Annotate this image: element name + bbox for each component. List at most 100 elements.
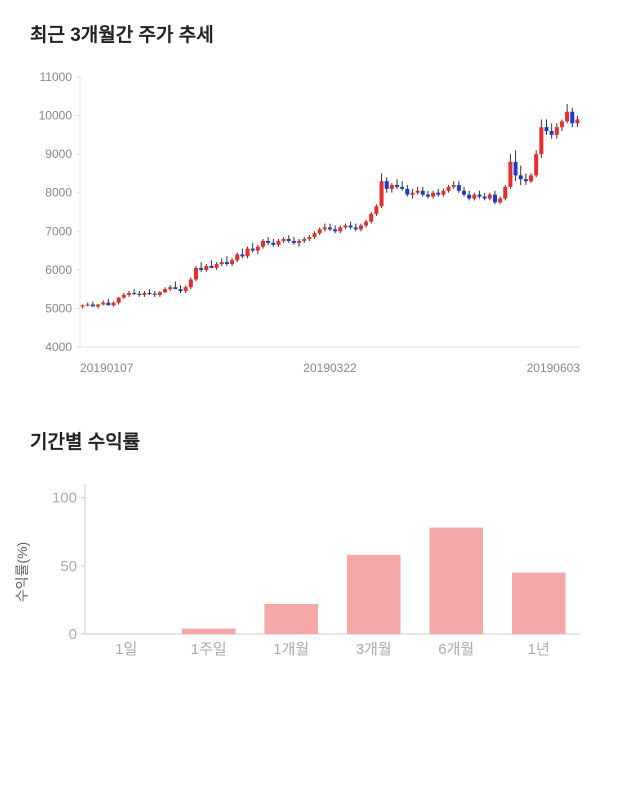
candle-body [560,121,564,127]
candle-body [462,191,466,195]
candle-body [112,303,116,306]
bar-xtick-label: 3개월 [356,641,392,658]
candle-body [436,193,440,195]
candle-body [323,227,327,229]
candle-body [524,179,528,181]
candle-body [179,289,183,291]
ytick-label: 10000 [39,109,73,123]
candle-body [292,241,296,243]
candle-body [400,187,404,189]
bar-xtick-label: 1일 [115,641,137,658]
candle-body [405,189,409,195]
candle-body [354,227,358,229]
candle-body [477,195,481,197]
bar-xtick-label: 1년 [528,641,550,658]
candle-body [374,206,378,214]
bar-chart: 수익률(%) 0501001일1주일1개월3개월6개월1년 [30,474,610,669]
xtick-label: 20190107 [80,361,134,375]
candle-body [570,112,574,124]
candle-body [168,287,172,289]
candlestick-chart: 4000500060007000800090001000011000201901… [30,67,610,392]
bar [347,555,401,634]
candle-body [318,229,322,233]
candle-body [199,268,203,270]
ytick-label: 11000 [40,70,73,84]
candle-body [86,305,90,306]
candle-body [122,295,126,298]
candle-body [235,254,239,260]
candle-body [282,239,286,241]
candle-body [503,187,507,199]
barchart-ylabel: 수익률(%) [12,541,32,601]
candle-body [127,293,131,295]
candle-body [287,239,291,241]
bar-xtick-label: 1개월 [273,641,309,658]
bar-ytick-label: 0 [69,626,77,643]
candle-body [338,227,342,231]
candle-body [204,266,208,270]
candle-body [457,185,461,191]
candle-body [184,287,188,291]
candle-body [256,247,260,251]
candle-body [302,239,306,241]
candle-body [276,241,280,245]
candle-body [498,199,502,203]
candle-body [508,162,512,187]
ytick-label: 8000 [45,186,72,200]
candle-body [529,175,533,181]
candle-body [483,197,487,199]
candle-body [246,249,250,257]
candle-body [313,233,317,237]
candle-body [251,249,255,251]
candle-body [173,287,177,289]
candle-body [395,185,399,187]
candlestick-title: 최근 3개월간 주가 추세 [30,20,610,47]
candle-body [565,112,569,122]
candle-body [555,127,559,135]
bar-svg: 0501001일1주일1개월3개월6개월1년 [30,474,590,664]
candle-body [385,181,389,189]
bar [429,528,483,634]
candle-body [137,294,141,295]
bar-ytick-label: 100 [52,490,77,507]
candle-body [194,268,198,280]
candle-body [153,294,157,295]
candle-body [142,293,146,295]
candle-body [307,237,311,239]
candle-body [534,154,538,175]
bar [512,573,566,634]
candle-body [225,262,229,264]
candle-body [266,241,270,243]
candle-body [364,222,368,226]
candle-body [452,185,456,187]
candle-body [220,262,224,264]
ytick-label: 7000 [45,224,72,238]
candle-body [328,227,332,229]
candle-body [81,305,85,306]
bar [182,629,236,634]
candle-body [426,195,430,197]
candle-body [575,119,579,123]
candle-body [271,243,275,245]
candle-body [359,226,363,230]
xtick-label: 20190603 [527,361,581,375]
ytick-label: 9000 [45,147,72,161]
candle-body [410,193,414,195]
candle-body [550,131,554,135]
candle-body [539,127,543,154]
candle-body [519,175,523,179]
candle-body [209,266,213,268]
candle-body [230,260,234,264]
candle-body [431,193,435,197]
candle-body [101,303,105,305]
candle-body [447,187,451,191]
candle-body [163,289,167,292]
bar-ytick-label: 50 [60,558,77,575]
candle-body [132,293,136,294]
candle-body [493,195,497,203]
candle-body [349,226,353,228]
bar-xtick-label: 6개월 [438,641,474,658]
candle-body [261,241,265,247]
candle-body [421,191,425,195]
candle-body [215,264,219,268]
